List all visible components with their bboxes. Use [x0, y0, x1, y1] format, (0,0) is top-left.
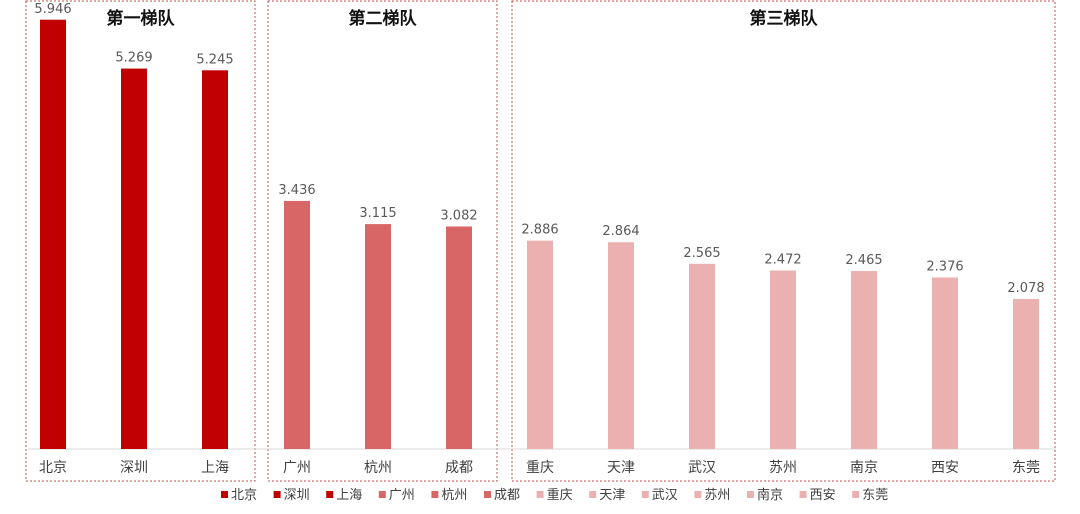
- legend-label-武汉: 武汉: [652, 488, 678, 503]
- legend-swatch-武汉: [641, 491, 649, 498]
- tier-box-3: [511, 0, 1056, 482]
- legend-swatch-重庆: [536, 491, 544, 498]
- bar-武汉: [689, 263, 715, 449]
- bar-重庆: [527, 240, 553, 449]
- tier-title-3: 第三梯队: [750, 8, 819, 29]
- tier-box-2: [267, 0, 498, 482]
- legend-swatch-杭州: [431, 491, 439, 498]
- category-label-广州: 广州: [283, 460, 311, 476]
- bar-苏州: [770, 270, 796, 449]
- category-label-天津: 天津: [607, 460, 635, 476]
- bar-上海: [202, 70, 228, 449]
- category-label-杭州: 杭州: [364, 460, 392, 476]
- value-label-东莞: 2.078: [1007, 281, 1044, 296]
- tier-box-1: [25, 0, 256, 482]
- value-label-苏州: 2.472: [764, 253, 801, 268]
- value-label-北京: 5.946: [34, 2, 71, 17]
- legend-swatch-广州: [378, 491, 386, 498]
- bar-成都: [446, 226, 472, 449]
- legend-swatch-深圳: [273, 491, 281, 498]
- category-label-重庆: 重庆: [526, 460, 554, 476]
- bar-东莞: [1013, 298, 1039, 449]
- legend-label-深圳: 深圳: [284, 488, 310, 503]
- tier-title-2: 第二梯队: [349, 8, 418, 29]
- legend-label-天津: 天津: [599, 488, 625, 503]
- category-label-深圳: 深圳: [120, 460, 148, 476]
- bar-杭州: [365, 224, 391, 449]
- value-label-成都: 3.082: [440, 208, 477, 223]
- legend-swatch-上海: [326, 491, 334, 498]
- category-label-西安: 西安: [931, 460, 959, 476]
- value-label-杭州: 3.115: [359, 206, 396, 221]
- value-label-广州: 3.436: [278, 183, 315, 198]
- legend-label-南京: 南京: [757, 487, 783, 503]
- legend-label-上海: 上海: [336, 488, 362, 503]
- bar-西安: [932, 277, 958, 449]
- legend-label-北京: 北京: [231, 488, 257, 503]
- value-label-天津: 2.864: [602, 224, 639, 239]
- legend-label-西安: 西安: [810, 488, 836, 503]
- legend-swatch-北京: [221, 491, 228, 498]
- legend-swatch-天津: [589, 491, 597, 498]
- value-label-深圳: 5.269: [115, 51, 152, 66]
- value-label-西安: 2.376: [926, 259, 963, 274]
- value-label-武汉: 2.565: [683, 246, 720, 261]
- bar-天津: [608, 242, 634, 449]
- legend-swatch-东莞: [852, 491, 860, 498]
- category-label-武汉: 武汉: [688, 460, 716, 476]
- tier-title-1: 第一梯队: [107, 8, 176, 29]
- legend-label-广州: 广州: [389, 488, 415, 503]
- value-label-上海: 5.245: [196, 52, 233, 67]
- legend-label-杭州: 杭州: [441, 488, 467, 503]
- legend-label-苏州: 苏州: [704, 487, 730, 503]
- legend-label-成都: 成都: [494, 488, 520, 503]
- legend-swatch-西安: [799, 491, 807, 498]
- legend-swatch-苏州: [694, 491, 702, 498]
- category-label-苏州: 苏州: [769, 460, 797, 476]
- value-label-南京: 2.465: [845, 253, 882, 268]
- category-label-上海: 上海: [201, 460, 229, 476]
- value-label-重庆: 2.886: [521, 223, 558, 238]
- legend-label-东莞: 东莞: [862, 488, 888, 503]
- legend-swatch-成都: [484, 491, 491, 498]
- category-label-成都: 成都: [445, 460, 473, 476]
- legend-label-重庆: 重庆: [547, 487, 573, 503]
- bar-南京: [851, 271, 877, 449]
- category-label-南京: 南京: [850, 460, 878, 476]
- bar-北京: [40, 19, 66, 450]
- category-label-东莞: 东莞: [1012, 460, 1040, 476]
- bar-深圳: [121, 68, 147, 450]
- category-label-北京: 北京: [39, 460, 67, 476]
- bar-广州: [284, 200, 310, 449]
- legend-swatch-南京: [747, 491, 754, 498]
